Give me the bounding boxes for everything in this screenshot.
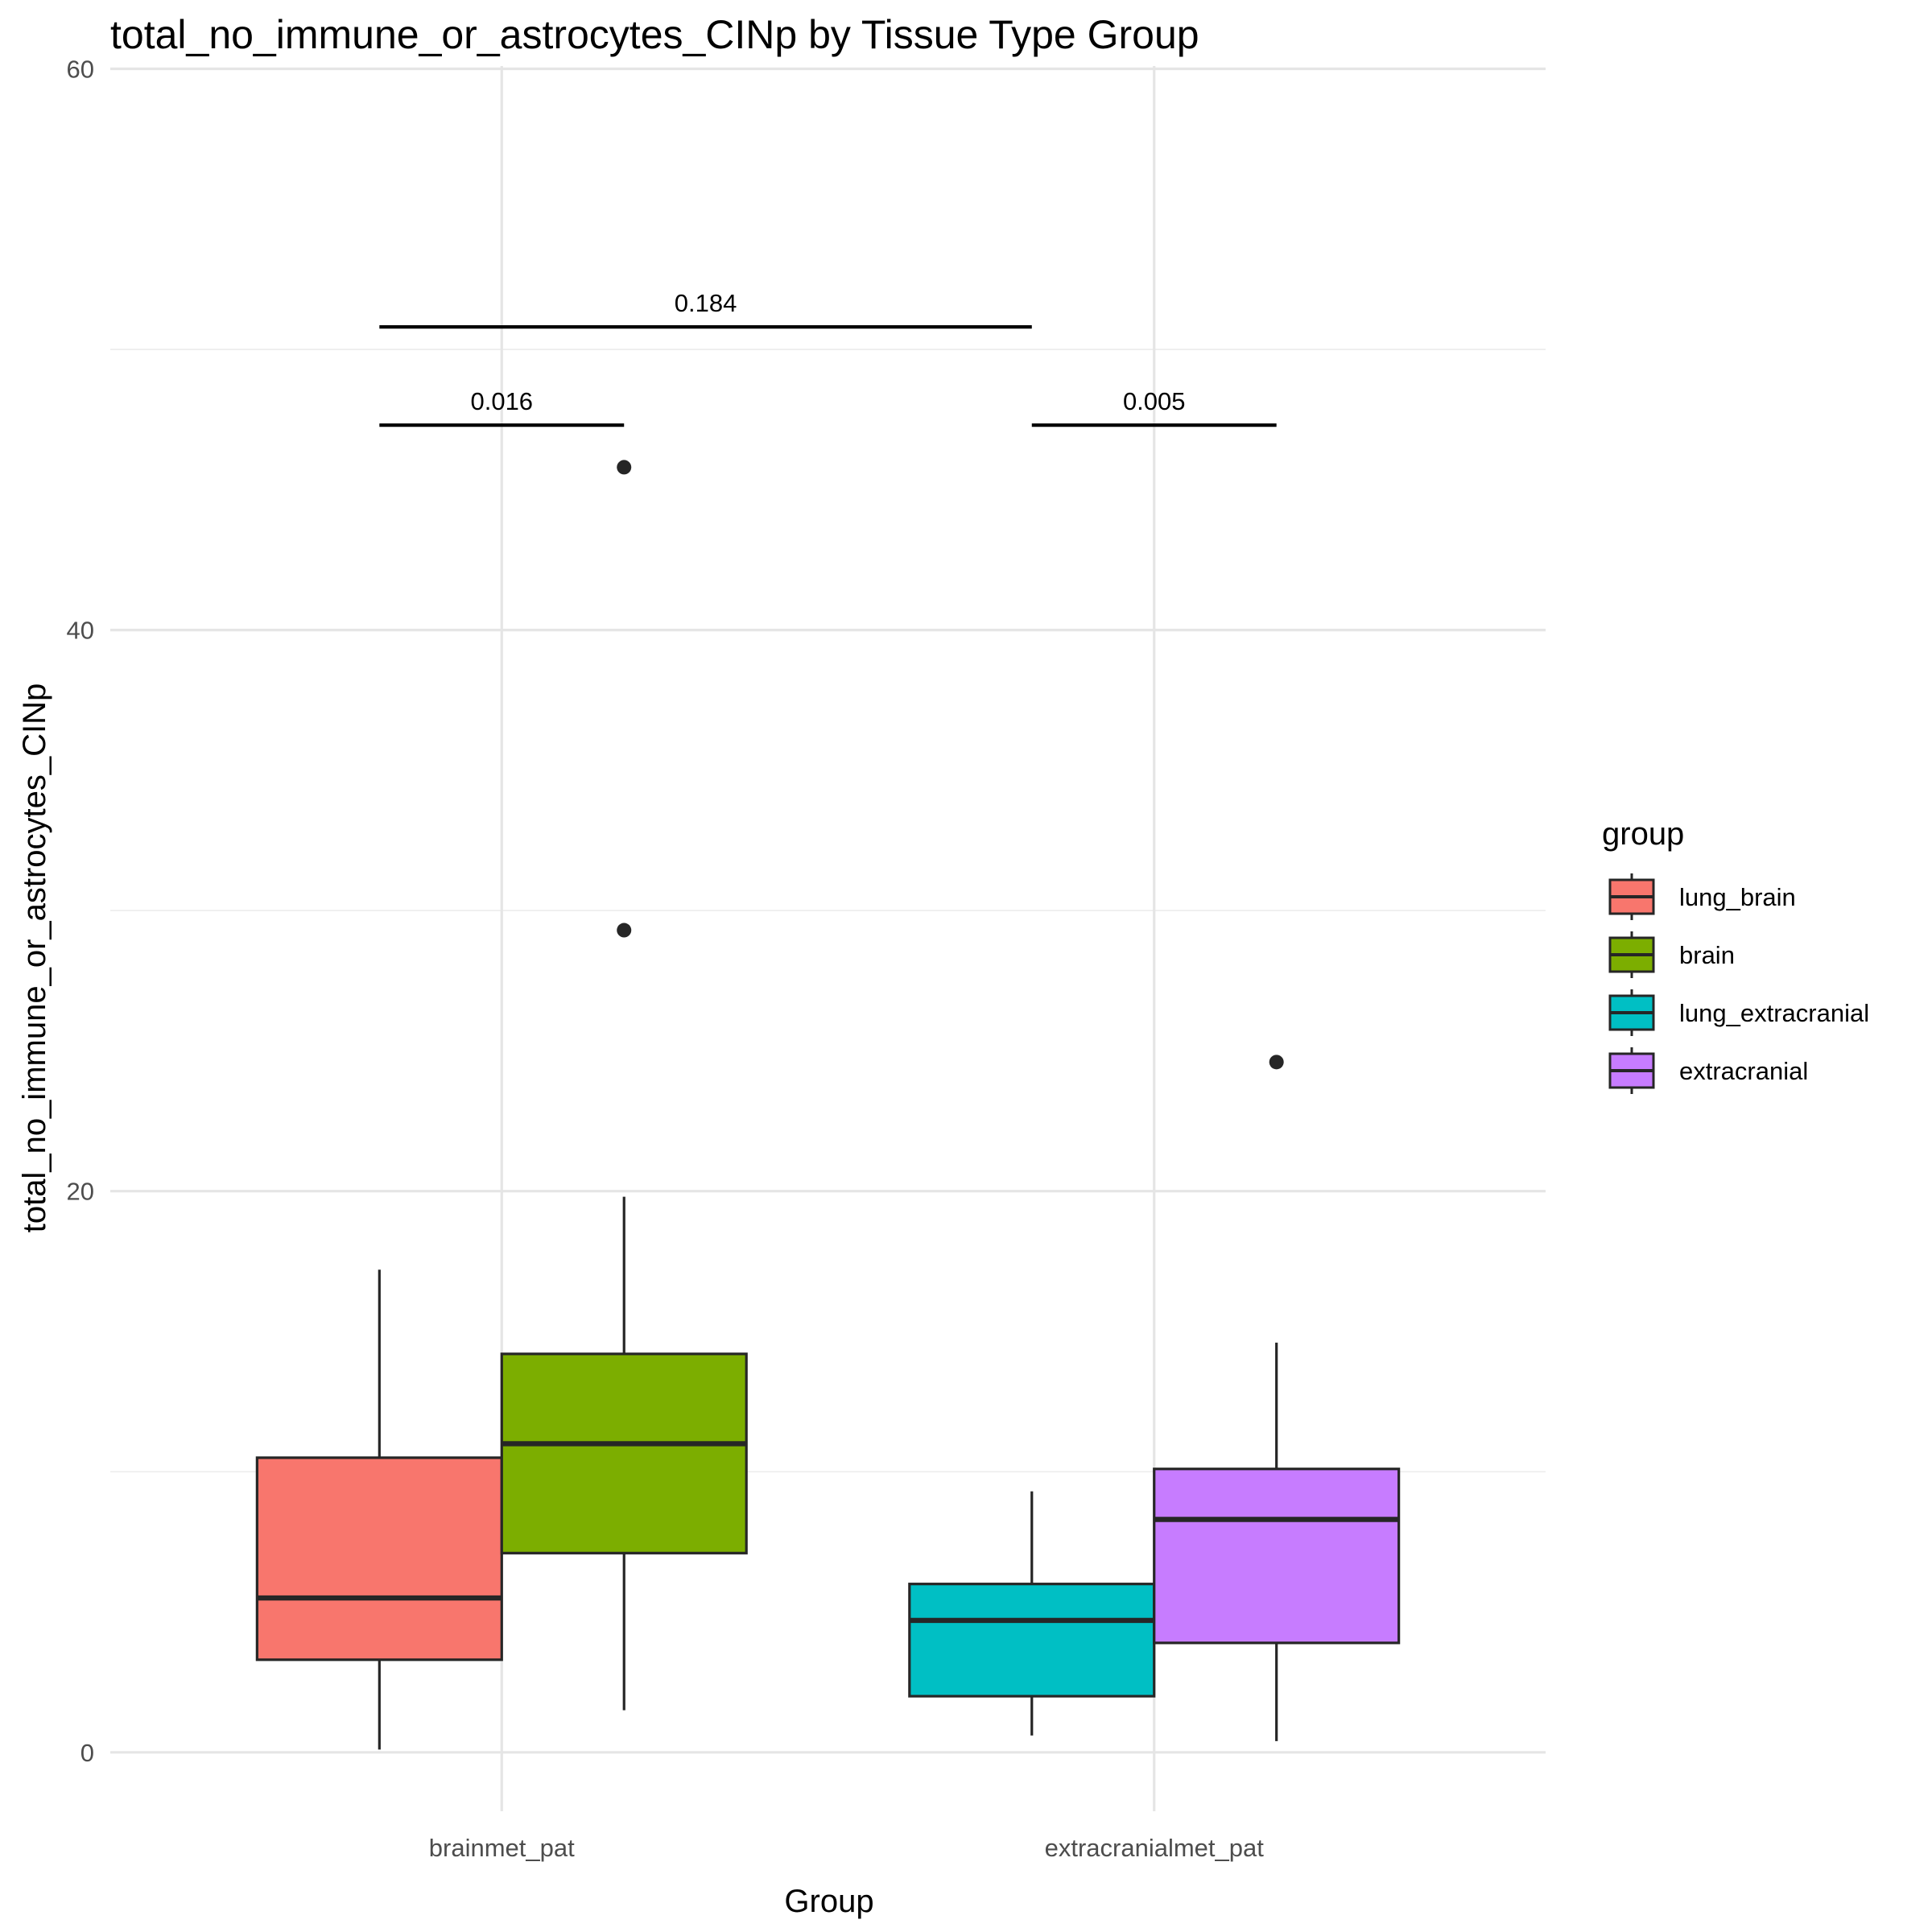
legend-item-brain: brain [1608, 931, 1735, 978]
box-brain [500, 460, 748, 1711]
outlier-point [617, 923, 632, 938]
legend-item-lung_extracranial: lung_extracranial [1608, 989, 1869, 1036]
legend-item-extracranial: extracranial [1608, 1047, 1808, 1094]
box-extracranial [1153, 1055, 1401, 1741]
comparison-brackets: 0.184 0.016 0.005 [379, 289, 1277, 427]
outlier-point [1269, 1055, 1284, 1070]
x-tick-label: brainmet_pat [429, 1834, 575, 1862]
boxes [255, 460, 1401, 1750]
box-body [908, 1583, 1156, 1698]
y-tick-label: 40 [67, 617, 94, 645]
y-tick-label: 60 [67, 55, 94, 83]
legend-label: brain [1679, 941, 1735, 969]
chart-title: total_no_immune_or_astrocytes_CINp by Ti… [110, 12, 1199, 57]
box-body [500, 1352, 748, 1554]
y-tick-label: 20 [67, 1178, 94, 1206]
comparison-bracket: 0.184 [379, 289, 1032, 329]
x-axis-title: Group [784, 1884, 873, 1919]
legend-title: group [1602, 816, 1684, 852]
outlier-point [617, 460, 632, 475]
box-body [255, 1456, 503, 1662]
legend-item-lung_brain: lung_brain [1608, 873, 1796, 920]
legend-label: lung_extracranial [1679, 999, 1869, 1027]
box-body [1153, 1468, 1401, 1645]
y-tick-label: 0 [80, 1739, 94, 1767]
y-axis-title: total_no_immune_or_astrocytes_CINp [17, 683, 52, 1233]
axes: 0 20 40 60 brainmet_pat extracranialmet_pat [67, 55, 1265, 1862]
p-value-label: 0.184 [675, 289, 737, 317]
comparison-bracket: 0.005 [1031, 387, 1277, 427]
p-value-label: 0.005 [1123, 387, 1186, 415]
legend-label: extracranial [1679, 1057, 1808, 1085]
box-lung_extracranial [908, 1491, 1156, 1736]
x-tick-label: extracranialmet_pat [1045, 1834, 1265, 1862]
comparison-bracket: 0.016 [379, 387, 625, 427]
box-lung_brain [255, 1269, 503, 1750]
p-value-label: 0.016 [470, 387, 533, 415]
legend-label: lung_brain [1679, 883, 1796, 911]
